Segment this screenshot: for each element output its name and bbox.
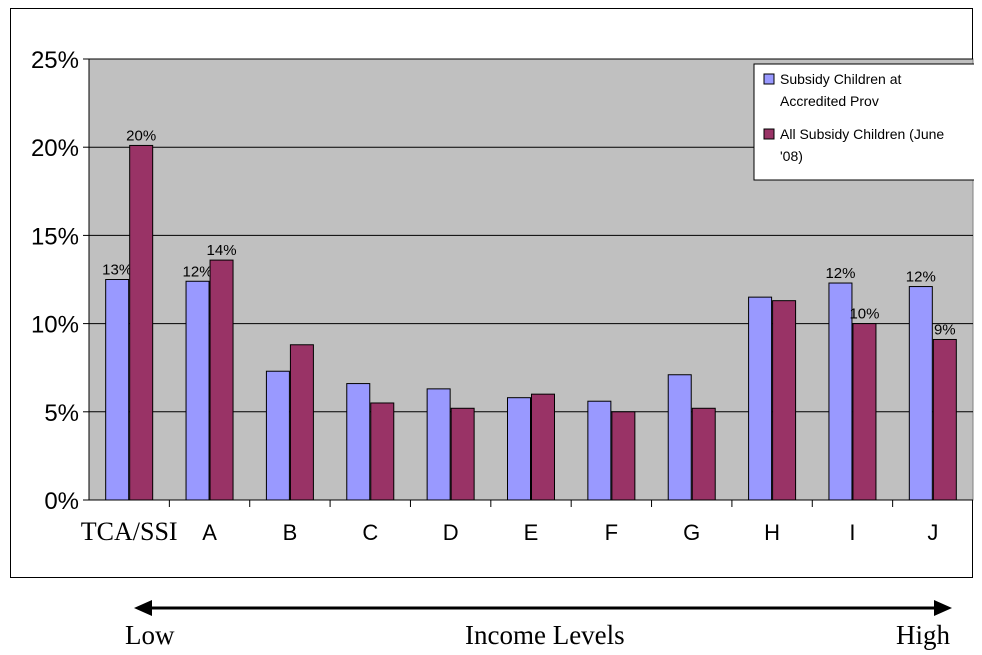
bar-all-subsidy	[772, 300, 797, 501]
x-tick-label: F	[605, 520, 618, 545]
low-label: Low	[125, 620, 175, 650]
x-tick-label: E	[524, 520, 539, 545]
bar-all-subsidy	[129, 144, 154, 501]
y-tick-label: 10%	[31, 312, 79, 339]
bar-all-subsidy	[691, 407, 716, 501]
x-tick-label: J	[927, 520, 938, 545]
bar-accredited	[426, 388, 451, 501]
bar-accredited	[105, 279, 130, 501]
bar-all-subsidy	[289, 344, 314, 501]
x-tick-label: C	[362, 520, 378, 545]
chart-frame: 0% 5% 10% 15% 20% 25% 13% 20% TCA/SSI 12% 14% A B C D E…	[10, 8, 974, 578]
legend-swatch	[763, 73, 775, 85]
bar-accredited	[346, 383, 371, 501]
data-label: 9%	[934, 321, 956, 338]
bar-all-subsidy	[209, 259, 234, 501]
bar-all-subsidy	[450, 407, 475, 501]
bar-all-subsidy	[370, 402, 395, 501]
x-tick-label: I	[849, 520, 855, 545]
data-label: 12%	[906, 269, 936, 286]
data-label: 20%	[126, 127, 156, 144]
y-tick-label: 25%	[31, 47, 79, 74]
x-tick-label: G	[683, 520, 700, 545]
bar-accredited	[908, 286, 933, 501]
y-tick-label: 0%	[44, 488, 79, 515]
legend-entry-label: '08)	[780, 148, 803, 164]
bar-all-subsidy	[531, 393, 555, 501]
legend-entry-label: Subsidy Children at	[780, 71, 902, 87]
bar-accredited	[587, 400, 612, 501]
data-label: 13%	[102, 262, 132, 279]
legend-entry-label: Accredited Prov	[780, 93, 879, 109]
income-levels-label: Income Levels	[465, 620, 625, 650]
data-label: 12%	[183, 263, 213, 280]
bar-accredited	[748, 296, 773, 501]
y-tick-label: 15%	[31, 223, 79, 250]
x-tick-label: H	[764, 520, 780, 545]
bar-all-subsidy	[852, 323, 877, 501]
high-label: High	[896, 620, 950, 650]
x-tick-label: A	[202, 520, 217, 545]
bar-accredited	[185, 280, 210, 501]
bar-all-subsidy	[611, 411, 636, 501]
data-label: 10%	[849, 306, 879, 323]
legend-box	[753, 63, 974, 181]
x-tick-label: D	[443, 520, 459, 545]
bar-accredited	[828, 282, 853, 501]
legend-entry-label: All Subsidy Children (June	[780, 126, 944, 142]
y-tick-label: 5%	[44, 400, 79, 427]
income-level-bar-chart: 0% 5% 10% 15% 20% 25% 13% 20% TCA/SSI 12% 14% A B C D E…	[31, 47, 974, 546]
legend-swatch	[763, 128, 775, 140]
bar-accredited	[265, 370, 290, 501]
data-label: 14%	[207, 242, 237, 259]
x-tick-label: TCA/SSI	[81, 517, 178, 546]
bar-accredited	[507, 397, 531, 501]
y-tick-label: 20%	[31, 135, 79, 162]
data-label: 12%	[825, 265, 855, 282]
bar-all-subsidy	[932, 338, 957, 501]
x-tick-label: B	[283, 520, 298, 545]
bar-accredited	[667, 374, 692, 501]
